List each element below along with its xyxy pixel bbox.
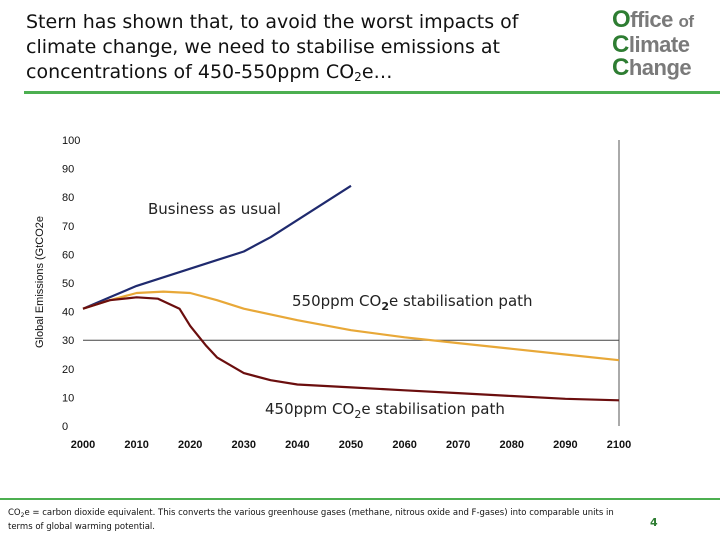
y-tick-label: 20 <box>62 364 74 376</box>
y-tick-label: 60 <box>62 249 74 261</box>
page-number: 4 <box>650 516 658 529</box>
slide-title: Stern has shown that, to avoid the worst… <box>26 11 519 84</box>
series-label-2: 450ppm CO2e stabilisation path <box>265 400 505 421</box>
office-of-climate-change-logo: Office of Climate Change <box>612 6 694 81</box>
y-axis-label: Global Emissions (GtCO2e <box>34 216 46 348</box>
y-tick-label: 30 <box>62 335 74 347</box>
x-tick-label: 2020 <box>178 439 202 451</box>
header-divider <box>24 91 720 94</box>
y-tick-label: 90 <box>62 164 74 176</box>
y-tick-label: 100 <box>62 135 80 147</box>
y-tick-label: 50 <box>62 278 74 290</box>
x-tick-label: 2000 <box>71 439 95 451</box>
footer-divider <box>0 498 720 500</box>
y-tick-label: 70 <box>62 221 74 233</box>
footnote: CO2e = carbon dioxide equivalent. This c… <box>8 508 614 532</box>
y-tick-label: 80 <box>62 192 74 204</box>
x-tick-label: 2070 <box>446 439 470 451</box>
x-tick-label: 2090 <box>553 439 577 451</box>
y-tick-label: 0 <box>62 421 68 433</box>
x-tick-label: 2080 <box>500 439 524 451</box>
series-label-0: Business as usual <box>148 200 281 218</box>
y-tick-label: 10 <box>62 392 74 404</box>
series-line-1 <box>82 290 620 362</box>
x-tick-label: 2010 <box>124 439 148 451</box>
series-line-2 <box>82 296 620 402</box>
x-tick-label: 2050 <box>339 439 363 451</box>
x-tick-label: 2100 <box>607 439 631 451</box>
series-label-1: 550ppm CO2e stabilisation path <box>292 292 533 313</box>
series-line-0 <box>82 184 352 310</box>
x-tick-label: 2030 <box>232 439 256 451</box>
x-tick-label: 2060 <box>392 439 416 451</box>
y-tick-label: 40 <box>62 307 74 319</box>
x-tick-label: 2040 <box>285 439 309 451</box>
